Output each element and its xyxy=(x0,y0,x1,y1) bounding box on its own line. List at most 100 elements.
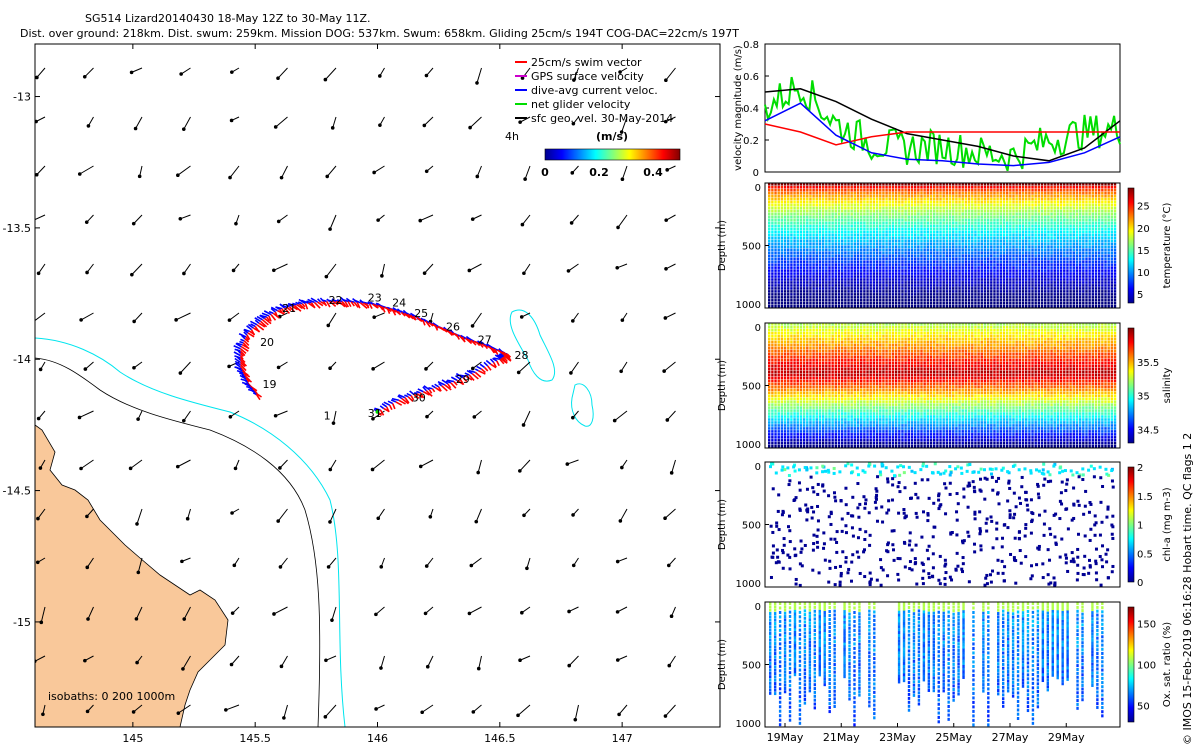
profile-sample xyxy=(1025,278,1027,281)
profile-sample xyxy=(923,302,925,305)
profile-sample xyxy=(981,213,983,216)
profile-sample xyxy=(873,201,875,204)
velocity-arrow xyxy=(664,362,675,371)
profile-sample xyxy=(1038,275,1040,278)
profile-sample xyxy=(984,257,986,260)
profile-sample xyxy=(974,201,976,204)
profile-sample xyxy=(936,219,938,222)
profile-sample xyxy=(917,234,919,237)
profile-sample xyxy=(1012,254,1014,257)
profile-sample xyxy=(1044,251,1046,254)
profile-sample xyxy=(996,248,998,251)
profile-sample xyxy=(1079,231,1081,234)
profile-sample xyxy=(923,248,925,251)
profile-sample xyxy=(1060,278,1062,281)
profile-sample xyxy=(771,225,773,228)
profile-sample xyxy=(1025,210,1027,213)
profile-sample xyxy=(1035,225,1037,228)
profile-sample xyxy=(1038,281,1040,284)
profile-sample xyxy=(943,248,945,251)
profile-sample xyxy=(882,293,884,296)
profile-sample xyxy=(1047,263,1049,266)
profile-sample xyxy=(939,245,941,248)
profile-sample xyxy=(1054,189,1056,192)
profile-sample xyxy=(847,207,849,210)
profile-sample xyxy=(885,278,887,281)
profile-sample xyxy=(914,207,916,210)
profile-sample xyxy=(879,204,881,207)
profile-sample xyxy=(1047,290,1049,293)
profile-sample xyxy=(933,296,935,299)
profile-sample xyxy=(914,198,916,201)
profile-sample xyxy=(1022,269,1024,272)
profile-sample xyxy=(962,245,964,248)
profile-sample xyxy=(876,305,878,308)
profile-sample xyxy=(816,260,818,263)
profile-sample xyxy=(977,251,979,254)
profile-sample xyxy=(904,222,906,225)
profile-sample xyxy=(1031,189,1033,192)
profile-sample xyxy=(831,293,833,296)
profile-sample xyxy=(996,251,998,254)
profile-sample xyxy=(1079,263,1081,266)
profile-sample xyxy=(1047,195,1049,198)
profile-sample xyxy=(898,210,900,213)
profile-sample xyxy=(1012,195,1014,198)
profile-sample xyxy=(774,293,776,296)
profile-sample xyxy=(882,186,884,189)
profile-sample xyxy=(952,231,954,234)
profile-sample xyxy=(854,260,856,263)
velocity-arrow-head xyxy=(520,315,524,319)
profile-sample xyxy=(863,210,865,213)
profile-sample xyxy=(1063,201,1065,204)
profile-sample xyxy=(1009,189,1011,192)
profile-sample xyxy=(768,278,770,281)
profile-sample xyxy=(943,192,945,195)
profile-sample xyxy=(806,302,808,305)
profile-sample xyxy=(914,263,916,266)
profile-sample xyxy=(850,302,852,305)
profile-sample xyxy=(828,234,830,237)
profile-sample xyxy=(933,275,935,278)
profile-sample xyxy=(892,195,894,198)
profile-sample xyxy=(892,201,894,204)
velocity-arrow-head xyxy=(670,471,674,475)
profile-sample xyxy=(1038,245,1040,248)
profile-sample xyxy=(882,266,884,269)
profile-sample xyxy=(768,213,770,216)
profile-sample xyxy=(889,204,891,207)
profile-sample xyxy=(822,260,824,263)
profile-sample xyxy=(904,284,906,287)
profile-sample xyxy=(939,192,941,195)
profile-sample xyxy=(1009,248,1011,251)
profile-sample xyxy=(812,263,814,266)
profile-sample xyxy=(1028,228,1030,231)
profile-sample xyxy=(908,195,910,198)
profile-sample xyxy=(974,248,976,251)
profile-sample xyxy=(784,305,786,308)
profile-sample xyxy=(993,275,995,278)
profile-sample xyxy=(876,225,878,228)
profile-sample xyxy=(939,281,941,284)
profile-sample xyxy=(778,266,780,269)
profile-sample xyxy=(822,281,824,284)
profile-sample xyxy=(860,201,862,204)
profile-sample xyxy=(1031,269,1033,272)
profile-sample xyxy=(1069,201,1071,204)
profile-sample xyxy=(800,260,802,263)
profile-sample xyxy=(939,234,941,237)
profile-sample xyxy=(1019,278,1021,281)
profile-sample xyxy=(797,237,799,240)
profile-sample xyxy=(984,234,986,237)
profile-sample xyxy=(946,293,948,296)
velocity-arrow-head xyxy=(224,708,228,712)
profile-sample xyxy=(1050,189,1052,192)
profile-sample xyxy=(803,201,805,204)
profile-sample xyxy=(1047,248,1049,251)
profile-sample xyxy=(917,216,919,219)
profile-sample xyxy=(1079,260,1081,263)
profile-sample xyxy=(828,243,830,246)
profile-sample xyxy=(895,219,897,222)
profile-sample xyxy=(1044,305,1046,308)
profile-sample xyxy=(898,189,900,192)
